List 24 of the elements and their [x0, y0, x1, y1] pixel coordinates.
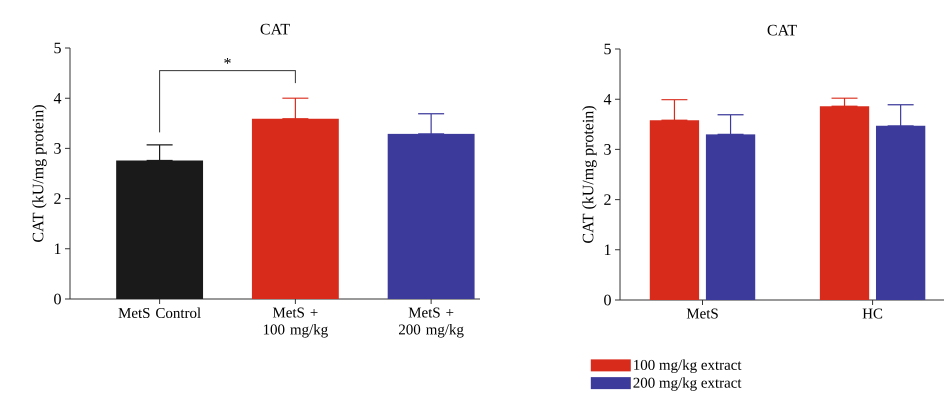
x-tick-label: HC [862, 308, 882, 319]
y-tick-label: 1 [54, 244, 61, 254]
y-tick-label: 0 [54, 294, 61, 304]
y-axis-title: CAT (kU/mg protein) [32, 105, 47, 242]
y-tick-label: 5 [604, 44, 611, 54]
y-tick-label: 0 [604, 294, 611, 306]
legend-label: 200 mg/kg extract [633, 377, 742, 391]
chart-title: CAT [768, 24, 797, 36]
y-tick-label: 2 [604, 194, 611, 205]
x-tick-label: MetS [686, 308, 718, 319]
y-axis-title: CAT (kU/mg protein) [582, 106, 597, 243]
x-tick-label: MetS + 200 mg/kg [398, 308, 464, 338]
chart-title: CAT [260, 24, 290, 35]
y-tick-label: 2 [54, 193, 61, 204]
y-tick-label: 4 [604, 94, 612, 104]
y-tick-label: 3 [54, 143, 61, 154]
x-tick-label: MetS + 100 mg/kg [264, 308, 328, 338]
x-tick-label: MetS Control [118, 308, 201, 318]
legend-label: 100 mg/kg extract [634, 359, 742, 373]
y-tick-label: 1 [604, 244, 611, 256]
y-tick-label: 3 [604, 144, 611, 155]
annotation: * [224, 58, 231, 64]
y-tick-label: 5 [54, 42, 61, 54]
y-tick-label: 4 [54, 92, 62, 104]
